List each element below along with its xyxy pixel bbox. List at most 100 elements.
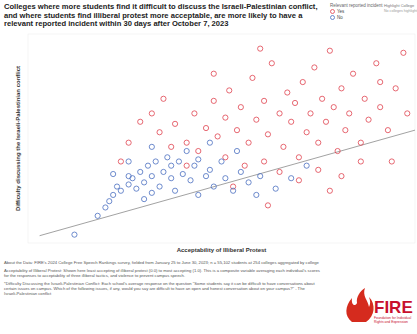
point — [378, 79, 383, 84]
point — [327, 188, 332, 193]
point — [385, 128, 390, 133]
point — [126, 159, 131, 164]
point — [169, 176, 174, 181]
point — [269, 61, 274, 66]
point — [219, 159, 224, 164]
point — [157, 184, 162, 189]
point — [401, 50, 406, 55]
note: Acceptability of Illiberal Protest: Show… — [4, 268, 320, 278]
point — [196, 157, 201, 162]
point — [296, 155, 301, 160]
point — [238, 105, 243, 110]
point — [172, 188, 177, 193]
point — [223, 115, 228, 120]
point — [149, 174, 154, 179]
point — [111, 171, 116, 176]
logo-subtitle: Foundation for IndividualRights and Expr… — [374, 316, 411, 324]
point — [331, 105, 336, 110]
logo-flame — [346, 288, 373, 322]
plot-frame — [28, 34, 415, 243]
point — [300, 79, 305, 84]
point — [203, 174, 208, 179]
y-axis-label: Difficulty discussing the Israeli-Palest… — [15, 66, 21, 211]
point — [312, 65, 317, 70]
point — [254, 192, 259, 197]
point — [211, 98, 216, 103]
point — [196, 148, 201, 153]
point — [192, 111, 197, 116]
title: Colleges where more students find it dif… — [4, 2, 318, 28]
point — [227, 88, 232, 93]
point — [250, 75, 255, 80]
point — [169, 144, 174, 149]
point — [169, 163, 174, 168]
note: *Difficulty Discussing the Israeli-Pales… — [4, 281, 315, 296]
point — [107, 199, 112, 204]
point — [292, 100, 297, 105]
point — [188, 178, 193, 183]
point — [405, 111, 410, 116]
point — [258, 46, 263, 51]
point — [242, 163, 247, 168]
point — [149, 111, 154, 116]
legend-title: Relevant reported incident — [330, 3, 383, 8]
point — [234, 128, 239, 133]
point — [281, 144, 286, 149]
point — [234, 148, 239, 153]
point — [316, 140, 321, 145]
point — [114, 184, 119, 189]
point — [308, 111, 313, 116]
chart: Colleges where more students find it dif… — [0, 0, 417, 334]
point — [289, 176, 294, 181]
point — [118, 159, 123, 164]
point — [196, 192, 201, 197]
trend-line — [40, 130, 415, 236]
point — [335, 148, 340, 153]
point — [358, 159, 363, 164]
point — [72, 232, 77, 237]
legend-label: No — [337, 15, 343, 20]
note: About the Data: FIRE's 2024 College Free… — [4, 260, 320, 265]
point — [246, 140, 251, 145]
point — [180, 171, 185, 176]
point — [254, 117, 259, 122]
point — [339, 86, 344, 91]
point — [161, 169, 166, 174]
point — [246, 180, 251, 185]
point — [134, 186, 139, 191]
point — [285, 90, 290, 95]
point — [323, 119, 328, 124]
point — [126, 140, 131, 145]
point — [203, 125, 208, 130]
point — [343, 128, 348, 133]
point — [126, 182, 131, 187]
point — [211, 71, 216, 76]
point — [366, 117, 371, 122]
point — [165, 155, 170, 160]
point — [320, 96, 325, 101]
point — [138, 169, 143, 174]
point — [149, 190, 154, 195]
point — [261, 159, 266, 164]
point — [207, 140, 212, 145]
point — [374, 61, 379, 66]
point — [207, 167, 212, 172]
point — [153, 159, 158, 164]
plot-area — [40, 46, 415, 237]
point — [223, 176, 228, 181]
point — [316, 167, 321, 172]
point — [339, 174, 344, 179]
point — [289, 119, 294, 124]
point — [211, 184, 216, 189]
point — [176, 159, 181, 164]
point — [261, 98, 266, 103]
point — [95, 213, 100, 218]
legend-marker — [331, 16, 335, 20]
point — [142, 180, 147, 185]
point — [215, 134, 220, 139]
point — [327, 48, 332, 53]
highlight-value: No colleges highlighted — [384, 9, 417, 13]
legend-marker — [331, 10, 335, 14]
point — [192, 163, 197, 168]
point — [149, 144, 154, 149]
